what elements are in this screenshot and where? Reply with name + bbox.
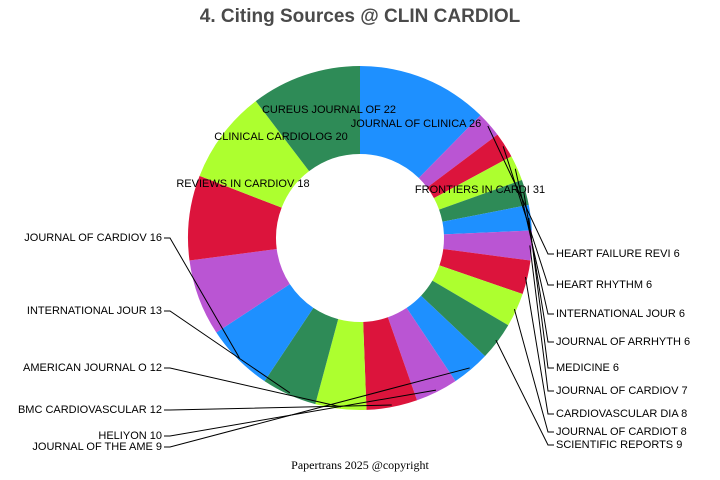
slice-label-1: HEART FAILURE REVI 6: [556, 248, 680, 260]
slice-label-3: INTERNATIONAL JOUR 6: [556, 308, 685, 320]
slice-label-15: JOURNAL OF CARDIOV 16: [24, 232, 162, 244]
slice-label-9: SCIENTIFIC REPORTS 9: [556, 439, 682, 451]
donut-slice-15: [216, 284, 314, 382]
slice-label-17: CLINICAL CARDIOLOG 20: [214, 131, 347, 143]
donut-slice-7: [439, 249, 531, 295]
leader-line-2: [502, 146, 554, 286]
slice-label-11: HELIYON 10: [98, 430, 162, 442]
leader-line-13: [164, 367, 342, 408]
donut-slice-4: [439, 179, 529, 222]
labels-group: FRONTIERS IN CARDI 31 HEART FAILURE REVI …: [18, 104, 690, 453]
slice-label-12: BMC CARDIOVASCULAR 12: [18, 404, 162, 416]
donut-slice-16: [189, 249, 290, 333]
leader-line-9: [495, 339, 554, 446]
donut-slice-19: [255, 66, 360, 172]
slice-label-4: JOURNAL OF ARRHYTH 6: [556, 336, 690, 348]
leader-line-12: [164, 404, 392, 411]
slices-group: [188, 66, 532, 410]
leader-line-8: [513, 309, 554, 433]
slice-label-5: MEDICINE 6: [556, 362, 619, 374]
donut-slice-6: [443, 230, 532, 261]
slice-label-13: AMERICAN JOURNAL O 12: [23, 362, 162, 374]
leader-line-7: [524, 276, 554, 415]
leader-lines-group: [164, 125, 554, 448]
chart-title: 4. Citing Sources @ CLIN CARDIOL: [199, 6, 521, 27]
donut-slice-18: [199, 101, 310, 208]
leader-line-6: [529, 245, 554, 392]
leader-line-1: [487, 125, 554, 255]
donut-slice-1: [418, 115, 498, 188]
slice-label-16: REVIEWS IN CARDIOV 18: [176, 178, 309, 190]
slice-label-7: CARDIOVASCULAR DIA 8: [556, 408, 687, 420]
donut-slice-14: [264, 307, 339, 405]
slice-label-10: JOURNAL OF THE AME 9: [32, 441, 162, 453]
slice-label-14: INTERNATIONAL JOUR 13: [27, 305, 162, 317]
donut-slice-11: [387, 307, 456, 401]
leader-line-10: [164, 367, 470, 448]
slice-label-19: JOURNAL OF CLINICA 26: [351, 118, 481, 130]
donut-slice-17: [188, 175, 282, 261]
donut-slice-0: [360, 66, 481, 179]
slice-label-2: HEART RHYTHM 6: [556, 279, 652, 291]
leader-line-3: [514, 168, 554, 315]
leader-line-14: [164, 310, 291, 394]
leader-line-15: [164, 237, 240, 359]
donut-slice-2: [427, 134, 512, 199]
donut-slice-3: [433, 156, 522, 210]
slice-label-6: JOURNAL OF CARDIOV 7: [556, 385, 688, 397]
slice-label-18: CUREUS JOURNAL OF 22: [262, 104, 396, 116]
copyright-footer: Papertrans 2025 @copyright: [291, 458, 429, 472]
donut-slice-9: [421, 280, 509, 357]
slice-label-0: FRONTIERS IN CARDI 31: [415, 184, 545, 196]
donut-slice-8: [432, 265, 523, 326]
donut-slice-12: [363, 317, 418, 410]
leader-line-11: [164, 389, 437, 437]
donut-slice-5: [442, 204, 532, 235]
donut-slice-13: [315, 319, 367, 410]
slice-label-8: JOURNAL OF CARDIOT 8: [556, 426, 687, 438]
donut-slice-10: [406, 295, 485, 382]
leader-line-5: [528, 217, 554, 369]
